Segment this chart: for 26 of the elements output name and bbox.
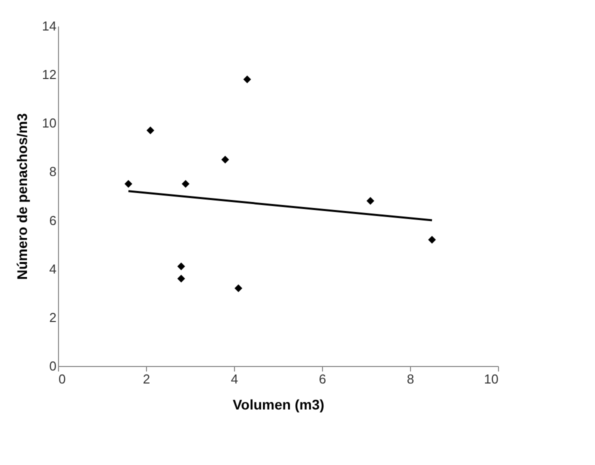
x-tick-label: 8 — [406, 372, 414, 386]
x-tick-label: 4 — [230, 372, 238, 386]
point — [182, 180, 190, 188]
x-tick-label: 0 — [58, 372, 66, 386]
point — [234, 284, 242, 292]
y-axis-title: Número de penachos/m3 — [14, 113, 30, 280]
point — [428, 236, 436, 244]
x-tick-label: 10 — [484, 372, 498, 386]
y-tick-label: 10 — [42, 116, 56, 131]
y-tick-label: 12 — [42, 67, 56, 82]
x-tick-label: 6 — [318, 372, 326, 386]
x-axis-title: Volumen (m3) — [232, 396, 324, 412]
point — [146, 126, 154, 134]
point — [366, 196, 374, 205]
y-tick-label: 6 — [49, 212, 56, 228]
point — [177, 262, 186, 270]
y-tick-label: 4 — [49, 261, 56, 276]
y-tick-label: 8 — [49, 164, 56, 180]
point — [243, 76, 252, 84]
y-tick-label: 0 — [49, 358, 56, 374]
x-tick-label: 2 — [142, 372, 150, 386]
point — [221, 156, 230, 164]
y-tick-label: 14 — [42, 18, 56, 34]
point — [124, 180, 132, 188]
y-tick-label: 2 — [49, 310, 56, 325]
point — [177, 274, 186, 282]
